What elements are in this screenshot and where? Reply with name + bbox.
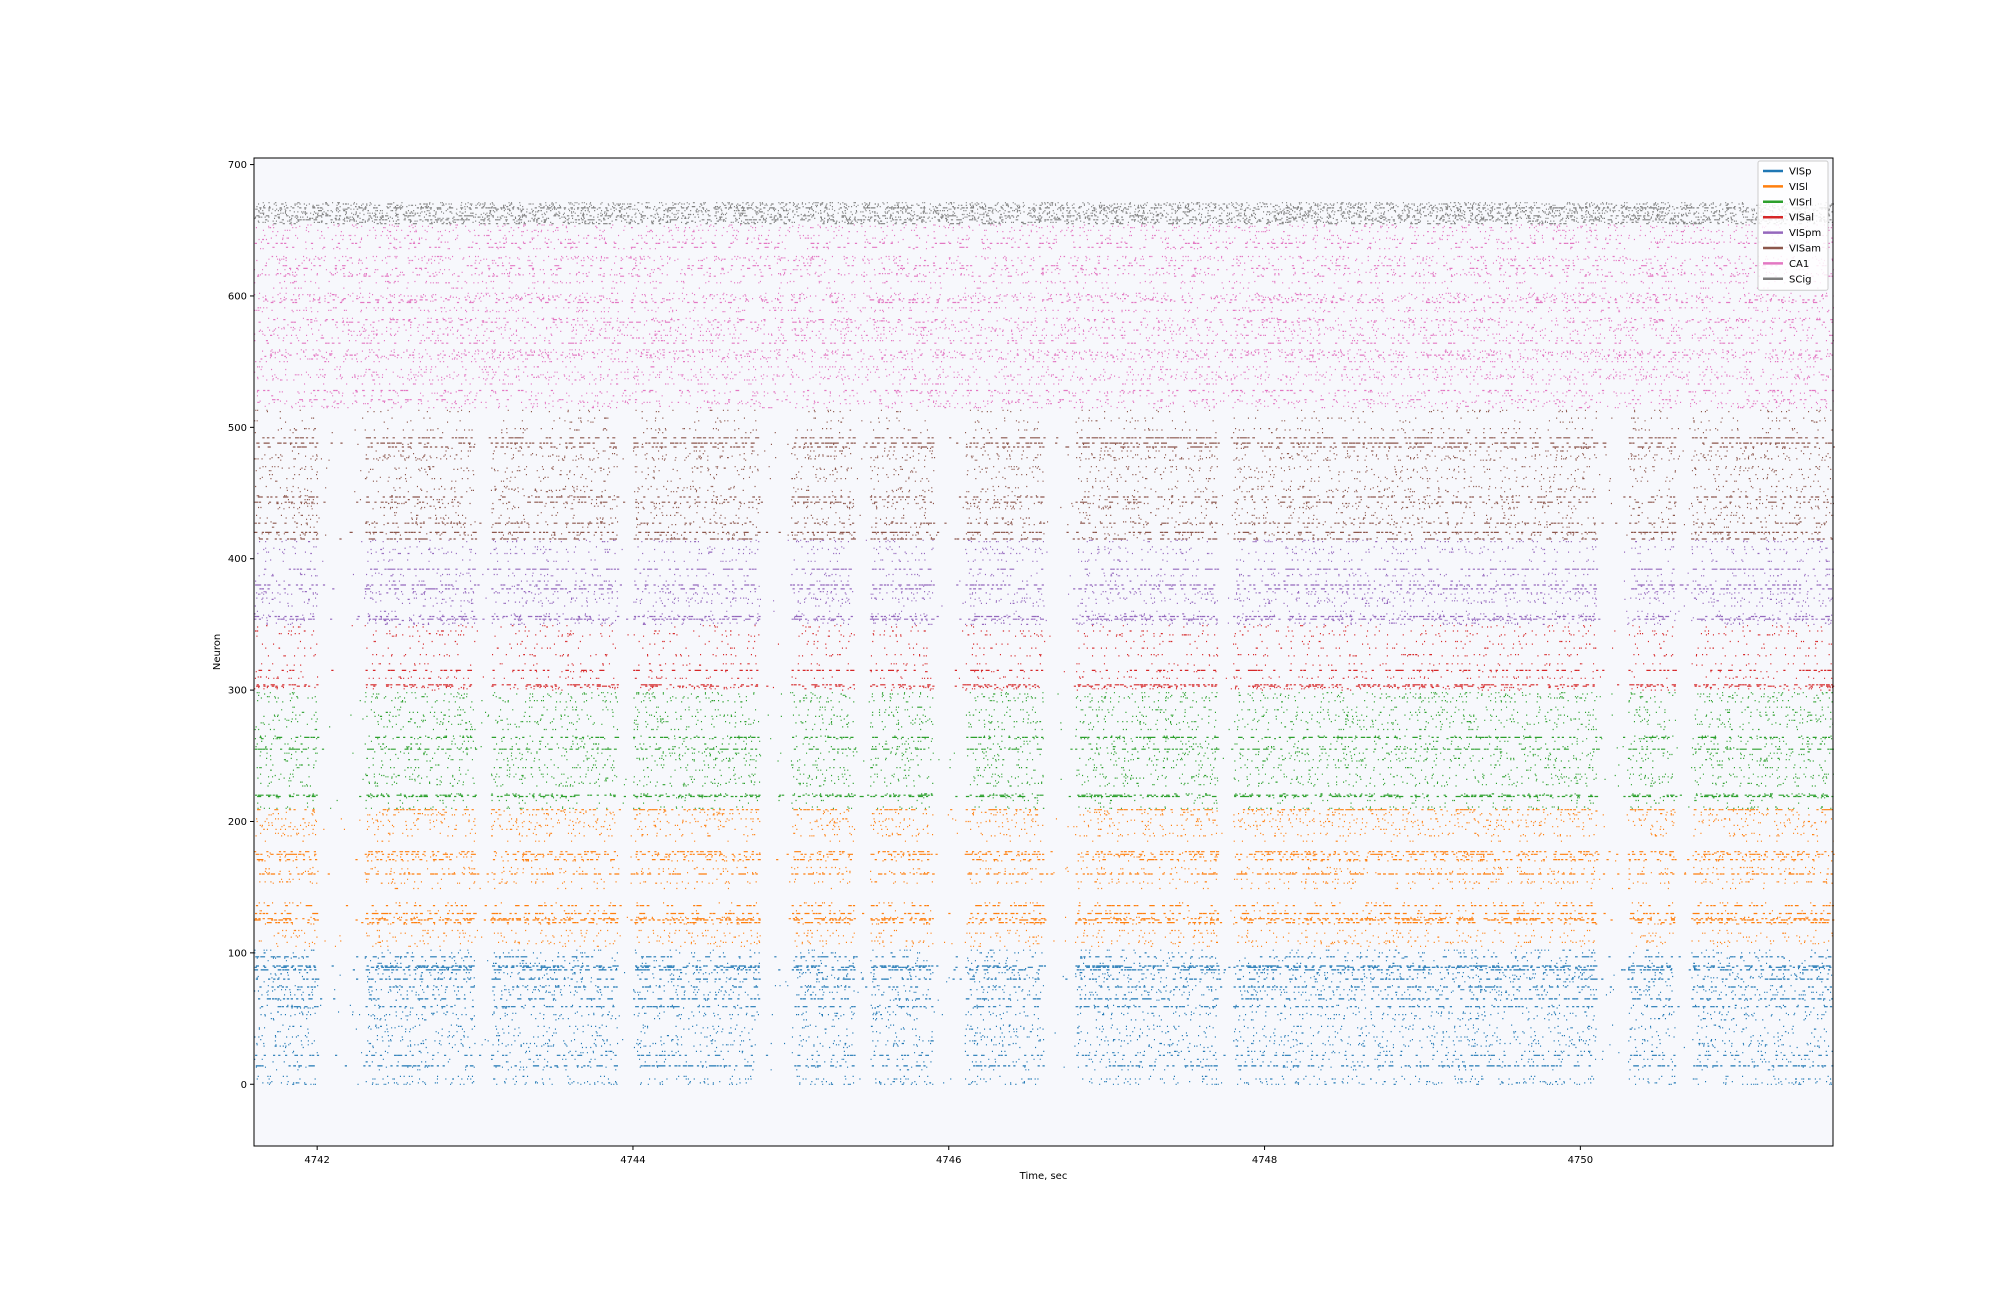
x-tick-label: 4744 — [620, 1155, 645, 1166]
legend-label: VISrl — [1789, 197, 1812, 208]
spike-marks-scig — [254, 202, 1835, 225]
legend: VISp VISl VISrl VISal VISpm VISam CA1 SCig — [1757, 160, 1829, 291]
legend-label: VISp — [1789, 167, 1812, 178]
x-tick-label: 4750 — [1568, 1155, 1593, 1166]
axes-background — [254, 158, 1833, 1146]
y-axis-label: Neuron — [212, 634, 223, 670]
y-tick-label: 500 — [228, 423, 247, 434]
x-tick-label: 4742 — [304, 1155, 329, 1166]
legend-label: VISal — [1789, 213, 1814, 224]
y-tick-label: 400 — [228, 554, 247, 565]
axes-frame — [253, 157, 1834, 1147]
x-tick-label: 4746 — [936, 1155, 961, 1166]
legend-label: VISam — [1789, 244, 1821, 255]
y-tick-label: 100 — [228, 948, 247, 959]
x-axis: 4742 4744 4746 4748 4750 — [304, 1146, 1593, 1166]
y-tick-label: 300 — [228, 686, 247, 697]
x-tick-label: 4748 — [1252, 1155, 1277, 1166]
legend-label: VISpm — [1789, 228, 1821, 239]
spike-series-scig — [254, 202, 1835, 225]
y-tick-label: 200 — [228, 817, 247, 828]
plot-area — [253, 157, 1835, 1147]
legend-label: CA1 — [1789, 259, 1809, 270]
spike-marks-vispm — [254, 539, 1835, 625]
y-tick-label: 600 — [228, 291, 247, 302]
y-tick-label: 0 — [241, 1080, 247, 1091]
legend-label: SCig — [1789, 274, 1811, 285]
x-axis-label: Time, sec — [1019, 1171, 1068, 1182]
y-tick-label: 700 — [228, 160, 247, 171]
legend-label: VISl — [1789, 182, 1808, 193]
y-axis: 0 100 200 300 400 500 600 700 — [228, 160, 254, 1091]
spike-series-vispm — [254, 539, 1835, 625]
legend-box — [1757, 160, 1829, 291]
spike-raster — [254, 202, 1835, 1085]
